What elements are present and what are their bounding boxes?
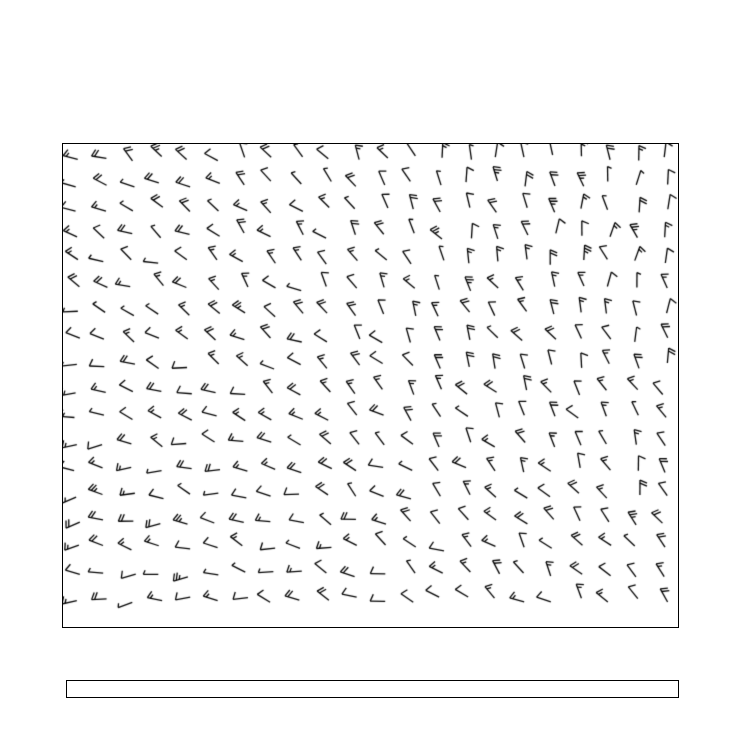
- precip-colorbar: [66, 680, 679, 698]
- colorbar-tick-labels: [0, 699, 740, 715]
- map-plot-area[interactable]: [62, 143, 679, 628]
- header-block: [0, 0, 740, 78]
- precipitation-map-canvas[interactable]: [63, 144, 678, 627]
